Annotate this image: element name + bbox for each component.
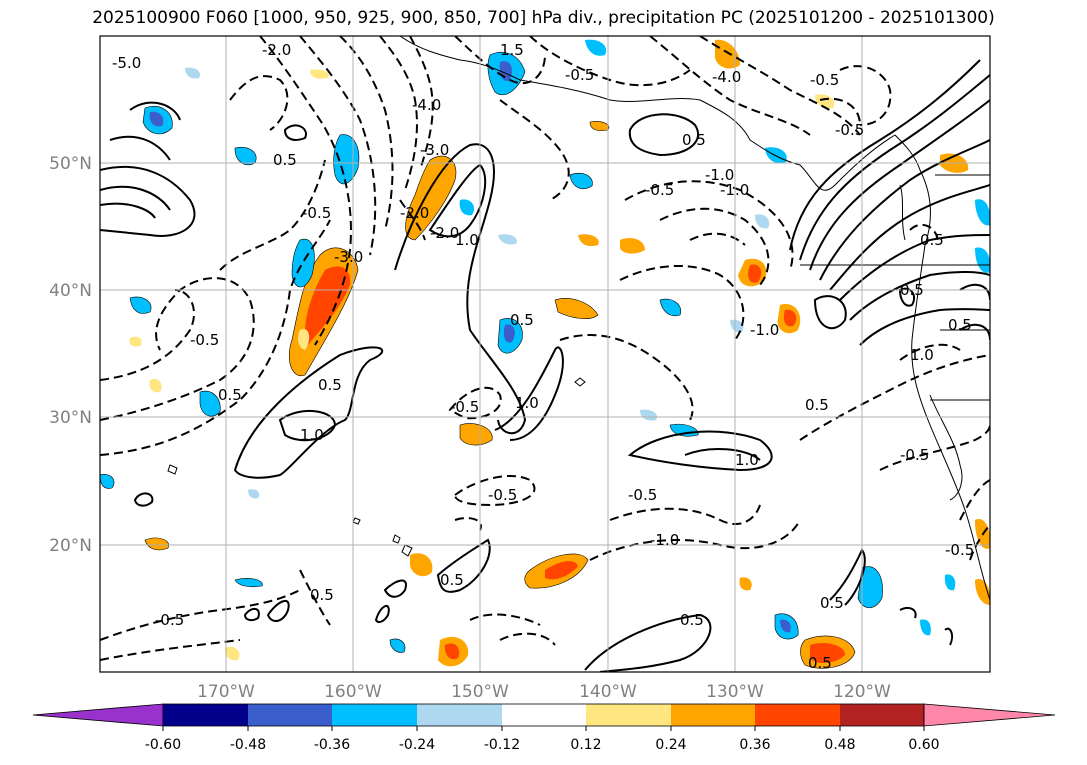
contour-label: -0.5 [835,121,864,139]
contour-label: -2.0 [262,41,291,59]
colorbar-segment [417,704,502,726]
contour-label: 0.5 [273,151,297,169]
contour-label: 0.5 [318,376,342,394]
contour-label: -0.5 [302,204,331,222]
contour-label: 1.0 [455,231,479,249]
contour-label: -3.0 [334,248,363,266]
lat-label-40n: 40°N [49,281,92,301]
contour-label: -1.0 [750,321,779,339]
contour-label: -1.0 [650,531,679,549]
lat-label-20n: 20°N [49,536,92,556]
contour-label: -2.0 [400,204,429,222]
contour-label: 0.5 [805,396,829,414]
contour-label: -0.5 [900,446,929,464]
coastlines [167,36,990,601]
latitude-labels: 50°N 40°N 30°N 20°N [49,154,92,556]
contour-label: 1.0 [910,346,934,364]
colorbar-extend-low [32,703,164,727]
colorbar-tick-label: 0.24 [655,737,686,753]
contour-label: -0.5 [488,486,517,504]
contour-label: -2.0 [430,224,459,242]
lon-label-130w: 130°W [706,682,764,702]
contour-label: -0.5 [565,66,594,84]
contour-label: -4.0 [712,68,741,86]
contour-label: 0.5 [510,311,534,329]
contour-label: -1.0 [720,181,749,199]
lon-label-140w: 140°W [579,682,637,702]
contour-label: -0.5 [810,71,839,89]
contour-label: 1.0 [735,451,759,469]
contour-label: 0.5 [310,586,334,604]
contour-label: 0.5 [680,611,704,629]
contour-label: 0.5 [218,386,242,404]
divergence-contours [100,59,990,672]
lon-label-160w: 160°W [324,682,382,702]
colorbar-segment [502,704,586,726]
contour-label: -1.0 [705,166,734,184]
contour-label: 0.5 [808,654,832,672]
map-frame [99,35,991,673]
colorbar-tick-label: 0.60 [908,737,939,753]
contour-label: 1.0 [515,394,539,412]
contour-label: -0.5 [190,331,219,349]
colorbar-segment [671,704,755,726]
colorbar-segment [755,704,840,726]
colorbar-tick-label: -0.60 [145,737,181,753]
contour-label: 0.5 [440,571,464,589]
colorbar-tick-label: 0.48 [824,737,855,753]
contour-label: 0.5 [948,316,972,334]
colorbar-segment [248,704,332,726]
contour-label: -0.5 [450,398,479,416]
colorbar-segment [163,704,248,726]
contour-label: -5.0 [112,54,141,72]
contour-labels: -5.0 0.5 -2.0 -0.5 -2.0 -0.5 0.5 -4.0 -3… [112,41,974,672]
contour-label: 0.5 [920,231,944,249]
contour-label: 0.5 [682,131,706,149]
colorbar-segment [586,704,671,726]
colorbar-extend-high [923,703,1056,727]
colorbar-tick-label: -0.36 [314,737,350,753]
colorbar: -0.60 -0.48 -0.36 -0.24 -0.12 0.12 0.24 … [32,703,1056,753]
contour-label: -4.0 [412,96,441,114]
contour-label: -0.5 [645,181,674,199]
lon-label-120w: 120°W [833,682,891,702]
contour-label: 0.5 [820,594,844,612]
map-area: -5.0 0.5 -2.0 -0.5 -2.0 -0.5 0.5 -4.0 -3… [100,36,990,672]
contour-label: 0.5 [900,281,924,299]
colorbar-tick-label: -0.48 [230,737,266,753]
map-gridlines [100,36,990,672]
colorbar-tick-label: -0.12 [484,737,520,753]
colorbar-segment [332,704,417,726]
contour-label: -3.0 [420,141,449,159]
longitude-labels: 170°W 160°W 150°W 140°W 130°W 120°W [197,682,891,702]
lon-label-150w: 150°W [451,682,509,702]
map-title: 2025100900 F060 [1000, 950, 925, 900, 85… [92,8,995,28]
contour-label: 1.0 [300,426,324,444]
contour-label: -0.5 [945,541,974,559]
lon-label-170w: 170°W [197,682,255,702]
contour-label: -0.5 [155,611,184,629]
lat-label-30n: 30°N [49,408,92,428]
colorbar-tick-label: 0.12 [570,737,601,753]
colorbar-tick-label: 0.36 [739,737,770,753]
lat-label-50n: 50°N [49,154,92,174]
contour-label: -0.5 [628,486,657,504]
colorbar-segment [840,704,924,726]
colorbar-tick-label: -0.24 [399,737,435,753]
contour-label: 1.5 [500,41,524,59]
precip-shading [100,39,990,669]
